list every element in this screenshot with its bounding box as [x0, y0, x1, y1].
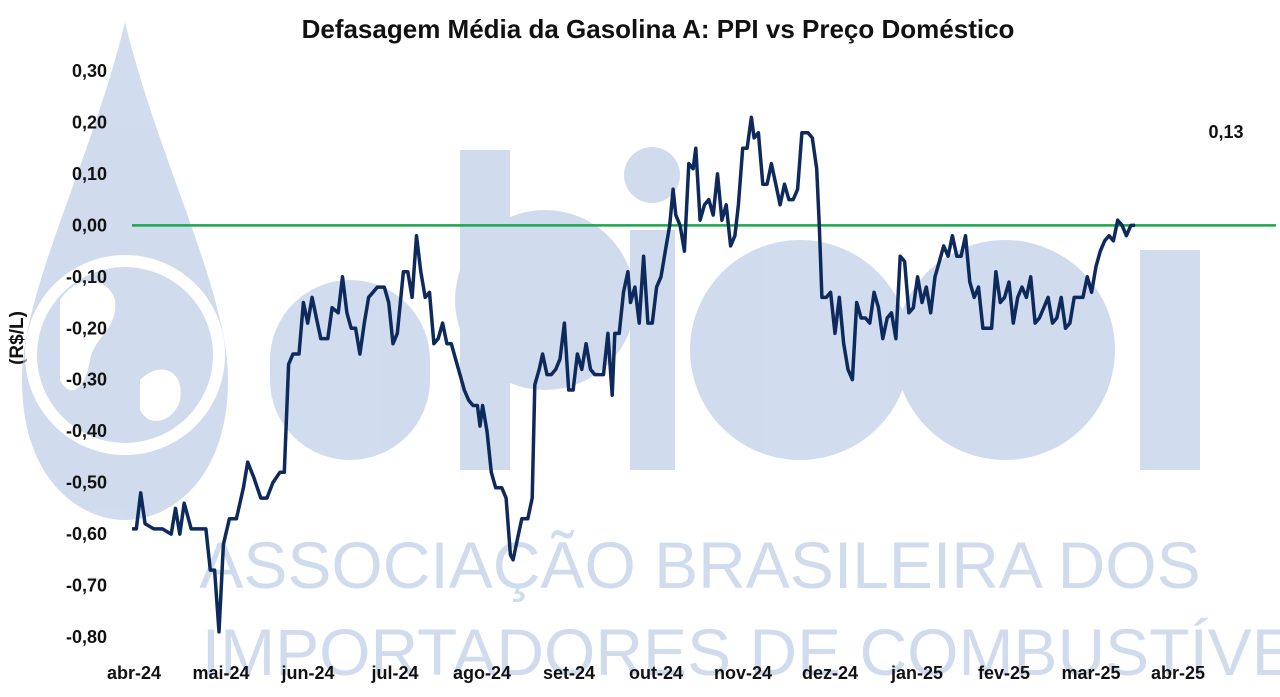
x-tick-label: nov-24 — [714, 663, 772, 683]
y-tick-label: 0,30 — [72, 61, 107, 81]
abicom-wordmark — [270, 147, 1200, 470]
x-tick-label: abr-25 — [1151, 663, 1205, 683]
y-tick-label: -0,30 — [66, 370, 107, 390]
y-tick-label: -0,50 — [66, 473, 107, 493]
x-tick-label: dez-24 — [802, 663, 858, 683]
x-tick-label: abr-24 — [107, 663, 161, 683]
chart-title: Defasagem Média da Gasolina A: PPI vs Pr… — [301, 14, 1015, 44]
x-tick-label: jul-24 — [370, 663, 418, 683]
y-tick-label: -0,80 — [66, 627, 107, 647]
y-tick-label: -0,60 — [66, 524, 107, 544]
x-tick-label: fev-25 — [978, 663, 1030, 683]
y-tick-label: -0,70 — [66, 576, 107, 596]
y-tick-label: -0,40 — [66, 421, 107, 441]
y-tick-label: 0,20 — [72, 112, 107, 132]
last-value-label: 0,13 — [1208, 122, 1243, 142]
y-tick-label: 0,10 — [72, 164, 107, 184]
x-tick-label: jun-24 — [280, 663, 334, 683]
x-tick-label: mar-25 — [1061, 663, 1120, 683]
watermark-line1: ASSOCIAÇÃO BRASILEIRA DOS — [199, 528, 1200, 602]
abicom-watermark: ASSOCIAÇÃO BRASILEIRA DOS IMPORTADORES D… — [22, 22, 1280, 689]
series-line — [132, 115, 1136, 634]
y-tick-label: -0,10 — [66, 267, 107, 287]
watermark-line2: IMPORTADORES DE COMBUSTÍVEIS — [202, 615, 1280, 689]
drop-logo — [22, 22, 228, 520]
x-tick-label: jan-25 — [890, 663, 943, 683]
x-tick-label: set-24 — [543, 663, 595, 683]
y-axis-ticks: 0,30 0,20 0,10 0,00 -0,10 -0,20 -0,30 -0,40 -0,5… — [66, 61, 107, 647]
x-tick-label: mai-24 — [192, 663, 249, 683]
x-tick-label: out-24 — [629, 663, 683, 683]
y-tick-label: -0,20 — [66, 318, 107, 338]
x-axis-ticks: abr-24 mai-24 jun-24 jul-24 ago-24 set-24 out-… — [107, 663, 1205, 683]
y-tick-label: 0,00 — [72, 215, 107, 235]
x-tick-label: ago-24 — [453, 663, 511, 683]
